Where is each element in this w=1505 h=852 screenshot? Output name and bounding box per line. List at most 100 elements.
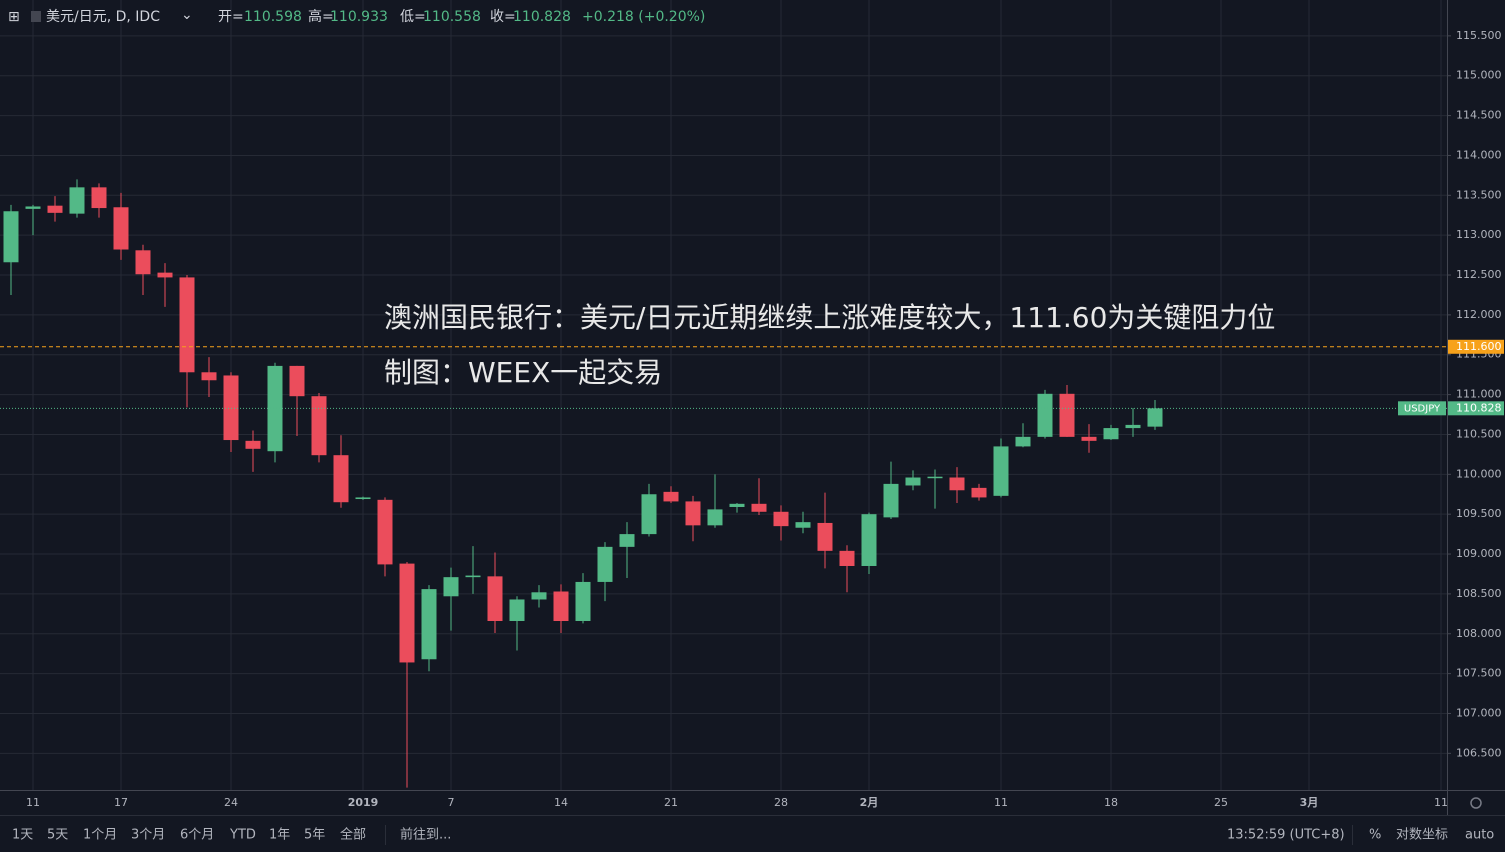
range-button[interactable]: 3个月 (131, 828, 165, 843)
chevron[interactable]: ⌄ (181, 7, 193, 23)
candle-body (47, 205, 63, 213)
close-label: 收= (490, 9, 516, 25)
candle-body (663, 491, 679, 502)
candle-body (729, 503, 745, 508)
axes: 106.500 107.000 107.500 108.000 108.500 109.0… (26, 29, 1504, 809)
range-button[interactable]: 1天 (12, 828, 33, 843)
x-tick-label: 24 (224, 796, 238, 809)
candle-body (421, 589, 437, 660)
range-button[interactable]: 全部 (340, 827, 366, 843)
candle-body (927, 476, 943, 479)
x-tick-label: 11 (1434, 796, 1448, 809)
candles (0, 179, 1447, 788)
candle-body (1147, 408, 1163, 427)
candle-body (487, 576, 503, 621)
expand-icon[interactable]: ⊞ (8, 9, 20, 25)
y-tick-label: 111.000 (1456, 388, 1502, 401)
x-tick-label: 3月 (1300, 796, 1319, 809)
y-tick-label: 112.500 (1456, 268, 1502, 281)
candle-body (267, 365, 283, 452)
y-tick-label: 114.500 (1456, 109, 1502, 122)
goto-button[interactable]: 前往到... (400, 827, 451, 843)
x-tick-label: 25 (1214, 796, 1228, 809)
candle-body (25, 206, 41, 209)
candle-body (135, 250, 151, 275)
symbol-label-box (1398, 401, 1446, 416)
candle-body (993, 446, 1009, 496)
candle-body (883, 483, 899, 518)
annotation: 澳洲国民银行：美元/日元近期继续上涨难度较大，111.60为关键阻力位 (384, 301, 1275, 334)
y-tick-label: 113.000 (1456, 228, 1502, 241)
candle-body (597, 546, 613, 582)
candle-body (575, 581, 591, 621)
candle-body (443, 577, 459, 597)
y-tick-label: 108.500 (1456, 587, 1502, 600)
candle-body (509, 599, 525, 621)
candle-body (905, 477, 921, 486)
candle-body (1037, 393, 1053, 437)
candle-body (1103, 428, 1119, 440)
candle-body (377, 499, 393, 565)
last-price-box (1448, 401, 1504, 416)
candle-body (795, 522, 811, 528)
x-tick-label: 2019 (348, 796, 379, 809)
y-tick-label: 112.000 (1456, 308, 1502, 321)
range-button[interactable]: 5年 (304, 828, 325, 843)
x-tick-label: 21 (664, 796, 678, 809)
candle-body (245, 440, 261, 449)
candle-body (399, 563, 415, 663)
clock: 13:52:59 (UTC+8) (1227, 828, 1345, 843)
log-button[interactable]: 对数坐标 (1396, 828, 1448, 843)
candle-body (817, 522, 833, 551)
candle-body (839, 550, 855, 566)
percent-button[interactable]: % (1369, 828, 1381, 843)
close-value: 110.828 (513, 9, 571, 25)
candle-body (1015, 436, 1031, 447)
candle-body (355, 497, 371, 500)
range-button[interactable]: 5天 (47, 828, 68, 843)
high-value: 110.933 (330, 9, 388, 25)
open-label: 开= (218, 9, 244, 25)
candle-body (707, 509, 723, 526)
y-tick-label: 107.000 (1456, 706, 1502, 719)
candle-body (949, 477, 965, 491)
candle-body (553, 591, 569, 621)
y-tick-label: 113.500 (1456, 188, 1502, 201)
candle-body (685, 501, 701, 526)
y-tick-label: 114.000 (1456, 148, 1502, 161)
candle-body (333, 455, 349, 503)
y-tick-label: 110.000 (1456, 467, 1502, 480)
candle-body (69, 187, 85, 214)
candle-body (641, 494, 657, 535)
range-button[interactable]: 6个月 (180, 828, 214, 843)
candle-body (1081, 436, 1097, 441)
candle-body (3, 211, 19, 263)
range-button[interactable]: 1年 (269, 828, 290, 843)
auto-button[interactable]: auto (1465, 828, 1494, 843)
y-tick-label: 110.500 (1456, 427, 1502, 440)
candle-body (465, 575, 481, 578)
change: +0.218 (+0.20%) (582, 9, 705, 25)
settings-icon[interactable] (1470, 797, 1482, 809)
range-button[interactable]: 1个月 (83, 828, 117, 843)
last-price-label: 110.828 (1456, 401, 1502, 414)
low-value: 110.558 (423, 9, 481, 25)
candle-body (113, 207, 129, 250)
open-value: 110.598 (244, 9, 302, 25)
symbol[interactable]: 美元/日元, D, IDC (46, 9, 160, 25)
candle-body (619, 534, 635, 547)
candle-body (201, 372, 217, 381)
y-tick-label: 107.500 (1456, 667, 1502, 680)
candle-body (91, 187, 107, 209)
candle-body (861, 514, 877, 566)
candle-body (1125, 424, 1141, 429)
range-button[interactable]: YTD (229, 828, 256, 843)
x-tick-label: 28 (774, 796, 788, 809)
x-tick-label: 17 (114, 796, 128, 809)
candle-body (1059, 393, 1075, 437)
y-tick-label: 115.500 (1456, 29, 1502, 42)
candle-body (751, 503, 767, 512)
candle-body (289, 365, 305, 397)
